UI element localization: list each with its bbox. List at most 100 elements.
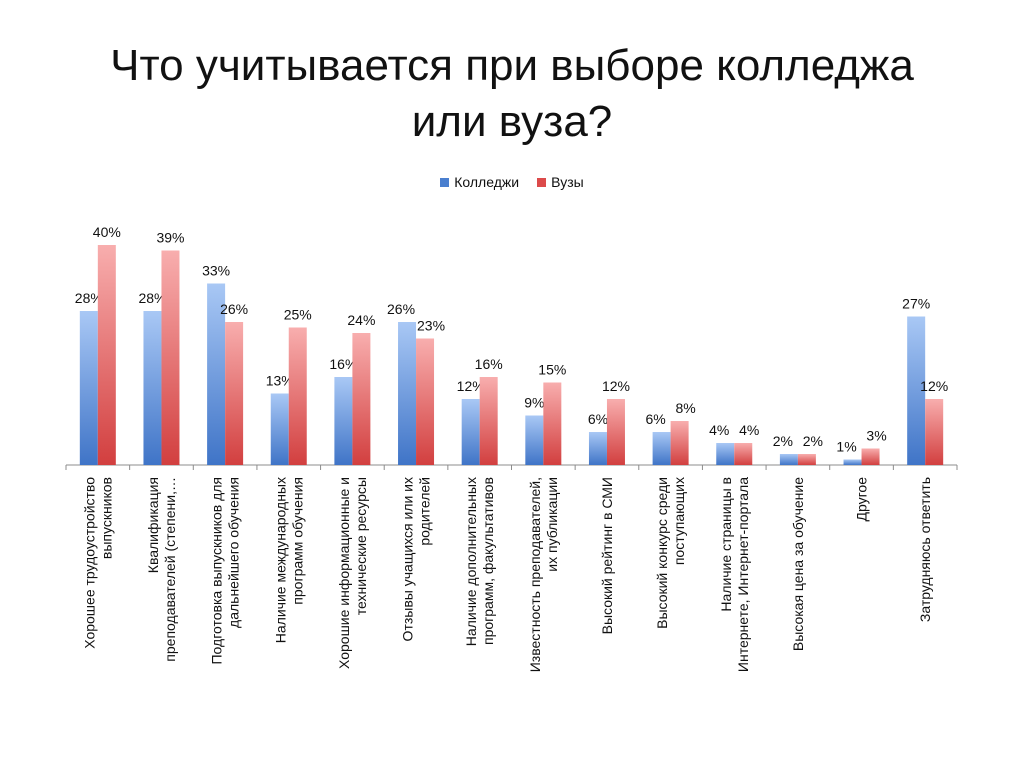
data-label-colleges: 28% (138, 290, 166, 306)
data-label-colleges: 6% (588, 411, 608, 427)
category-label: Отзывы учащихся или ихродителей (400, 477, 433, 641)
bar-colleges (334, 377, 353, 465)
category-label: Известность преподавателей,их публикации (527, 477, 560, 672)
bar-colleges (79, 311, 98, 465)
category-label-line: Интернете, Интернет-портала (735, 477, 751, 672)
bar-universities (479, 377, 498, 465)
title-line-2: или вуза? (411, 97, 613, 146)
category-label: Подготовка выпускников длядальнейшего об… (209, 477, 242, 665)
title-line-1: Что учитывается при выборе колледжа (110, 41, 914, 90)
category-label-line: Отзывы учащихся или их (400, 477, 416, 641)
bar-colleges (461, 399, 480, 465)
bar-universities (352, 333, 371, 465)
data-label-universities: 16% (475, 356, 503, 372)
data-label-universities: 3% (866, 428, 886, 444)
bar-universities (925, 399, 944, 465)
category-label: Наличие международныхпрограмм обучения (272, 477, 305, 643)
data-label-colleges: 26% (387, 301, 415, 317)
bar-colleges (588, 432, 607, 465)
category-label-line: технические ресурсы (353, 477, 369, 615)
legend-item-colleges: Колледжи (440, 174, 519, 190)
bar-colleges (398, 322, 417, 465)
category-label-line: Известность преподавателей, (527, 477, 543, 672)
bar-colleges (907, 316, 926, 465)
bar-universities (861, 448, 880, 465)
data-label-colleges: 1% (836, 439, 856, 455)
data-label-colleges: 2% (773, 433, 793, 449)
data-label-universities: 26% (220, 301, 248, 317)
bar-universities (288, 327, 307, 465)
legend-swatch-universities (537, 177, 547, 187)
data-label-universities: 2% (803, 433, 823, 449)
category-label: Наличие страницы вИнтернете, Интернет-по… (718, 477, 751, 672)
bar-universities (797, 454, 816, 465)
legend-label-universities: Вузы (551, 174, 584, 190)
category-label-line: поступающих (671, 477, 687, 565)
data-label-universities: 12% (602, 378, 630, 394)
data-label-colleges: 12% (457, 378, 485, 394)
data-label-colleges: 28% (75, 290, 103, 306)
bar-universities (161, 250, 180, 465)
data-label-universities: 8% (675, 400, 695, 416)
bar-colleges (143, 311, 162, 465)
category-label: Затрудняюсь ответить (917, 477, 933, 622)
bar-colleges (843, 459, 862, 465)
slide-title: Что учитывается при выборе колледжа или … (0, 38, 1024, 150)
data-label-universities: 39% (156, 230, 184, 246)
category-label-line: Наличие дополнительных (463, 477, 479, 646)
category-label-line: их публикации (544, 477, 560, 572)
category-label-line: Затрудняюсь ответить (917, 477, 933, 622)
bar-colleges (652, 432, 671, 465)
category-label-line: преподавателей (степени,… (162, 477, 178, 662)
category-label-line: Хорошее трудоустройство (81, 477, 97, 649)
category-label-line: программ, факультативов (480, 477, 496, 645)
category-label: Хорошие информационные итехнические ресу… (336, 477, 369, 669)
category-label: Другое (854, 477, 870, 522)
bar-universities (670, 421, 689, 465)
category-label-line: выпускников (98, 477, 114, 559)
legend-item-universities: Вузы (537, 174, 584, 190)
category-label: Высокая цена за обучение (790, 477, 806, 651)
category-label-line: Наличие международных (272, 477, 288, 643)
bar-universities (97, 245, 116, 465)
category-label-line: Квалификация (145, 477, 161, 573)
chart-legend: Колледжи Вузы (0, 174, 1024, 190)
category-label-line: Наличие страницы в (718, 477, 734, 612)
category-label-line: Высокий конкурс среди (654, 477, 670, 629)
category-label-line: Высокая цена за обучение (790, 477, 806, 651)
legend-label-colleges: Колледжи (454, 174, 520, 190)
category-label-line: программ обучения (289, 477, 305, 605)
category-label-line: родителей (417, 477, 433, 546)
bar-universities (543, 382, 562, 465)
data-label-colleges: 13% (266, 373, 294, 389)
legend-swatch-colleges (440, 177, 450, 187)
bar-colleges (716, 443, 735, 465)
category-label-line: Подготовка выпускников для (209, 477, 225, 665)
category-label: Высокий конкурс средипоступающих (654, 477, 687, 629)
data-label-colleges: 27% (902, 296, 930, 312)
category-label: Квалификацияпреподавателей (степени,… (145, 477, 178, 662)
bar-colleges (779, 454, 798, 465)
data-label-universities: 12% (920, 378, 948, 394)
category-label: Наличие дополнительныхпрограмм, факульта… (463, 477, 496, 646)
bar-colleges (207, 283, 226, 465)
category-label-line: Другое (854, 477, 870, 522)
data-label-colleges: 9% (524, 395, 544, 411)
data-label-universities: 24% (347, 312, 375, 328)
data-label-universities: 25% (284, 307, 312, 323)
bar-universities (416, 338, 435, 465)
category-label-line: Высокий рейтинг в СМИ (599, 477, 615, 634)
data-label-colleges: 16% (329, 356, 357, 372)
data-label-universities: 40% (93, 224, 121, 240)
data-label-universities: 4% (739, 422, 759, 438)
category-label: Хорошее трудоустройствовыпускников (81, 477, 114, 649)
data-label-universities: 15% (538, 362, 566, 378)
data-label-colleges: 4% (709, 422, 729, 438)
category-label: Высокий рейтинг в СМИ (599, 477, 615, 634)
category-label-line: Хорошие информационные и (336, 477, 352, 669)
bar-colleges (525, 415, 544, 465)
bar-universities (606, 399, 625, 465)
data-label-colleges: 6% (645, 411, 665, 427)
category-label-line: дальнейшего обучения (226, 477, 242, 628)
